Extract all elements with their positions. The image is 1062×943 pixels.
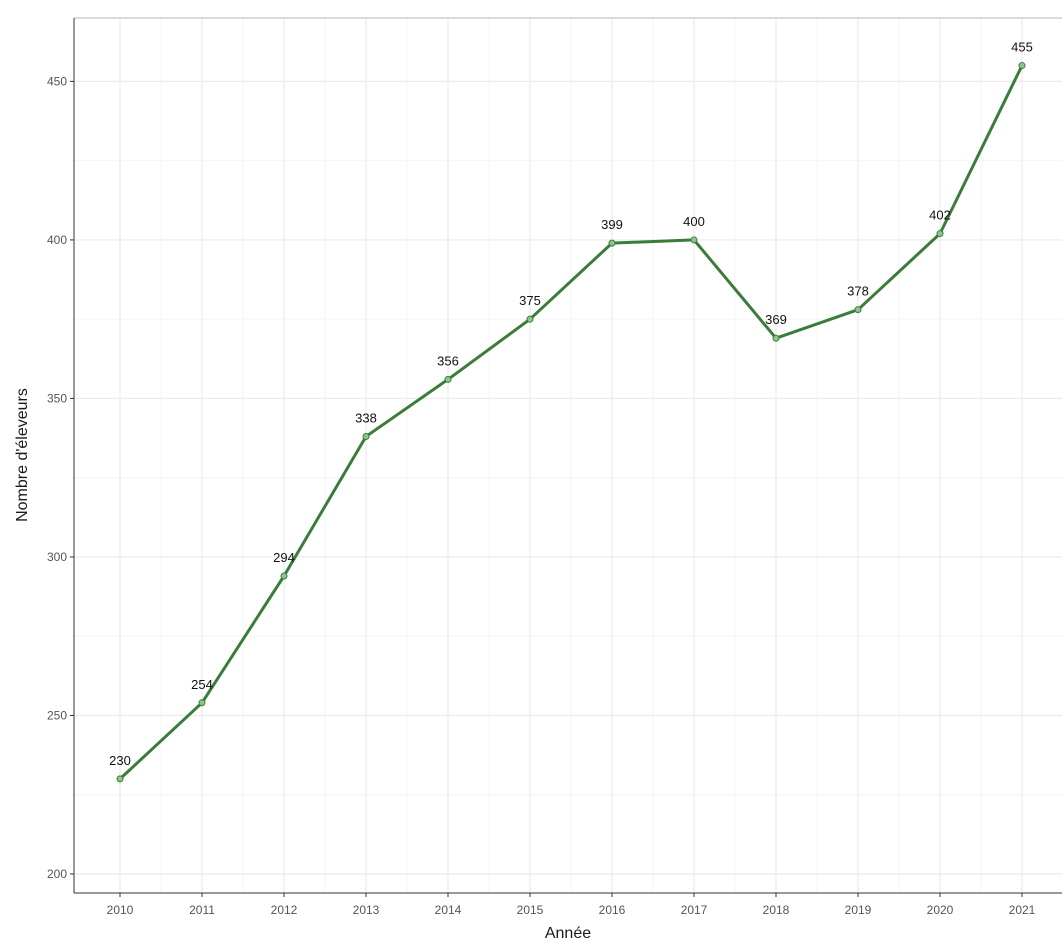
data-label: 455 xyxy=(1011,40,1033,55)
x-tick-label: 2020 xyxy=(927,903,954,917)
data-label: 369 xyxy=(765,312,787,327)
data-label: 230 xyxy=(109,753,131,768)
minor-grid xyxy=(74,18,1062,893)
data-point xyxy=(1018,62,1026,70)
y-tick-label: 300 xyxy=(47,550,67,564)
y-tick-label: 400 xyxy=(47,233,67,247)
x-tick-label: 2013 xyxy=(353,903,380,917)
data-point xyxy=(116,775,124,783)
x-tick-label: 2019 xyxy=(845,903,872,917)
data-label: 338 xyxy=(355,410,377,425)
x-tick-label: 2010 xyxy=(107,903,134,917)
data-point xyxy=(362,432,370,440)
data-points xyxy=(116,62,1026,783)
x-axis-ticks: 2010 2011 2012 2013 2014 2015 2016 2017 2018 2019… xyxy=(107,893,1036,917)
y-tick-label: 200 xyxy=(47,867,67,881)
data-point xyxy=(936,230,944,238)
data-label: 294 xyxy=(273,550,295,565)
data-label: 400 xyxy=(683,214,705,229)
data-label: 399 xyxy=(601,217,623,232)
data-point xyxy=(198,699,206,707)
x-tick-label: 2016 xyxy=(599,903,626,917)
major-grid xyxy=(74,18,1062,893)
x-tick-label: 2012 xyxy=(271,903,298,917)
y-axis-ticks: 200 250 300 350 400 450 xyxy=(47,74,74,881)
data-labels: 230 254 294 338 356 375 399 400 369 378 402 455 xyxy=(109,40,1033,768)
data-label: 378 xyxy=(847,284,869,299)
data-label: 254 xyxy=(191,677,213,692)
data-point xyxy=(444,375,452,383)
x-tick-label: 2015 xyxy=(517,903,544,917)
panel-background xyxy=(74,18,1062,893)
x-tick-label: 2011 xyxy=(189,903,215,917)
y-tick-label: 450 xyxy=(47,74,67,88)
x-axis-title: Année xyxy=(545,925,591,942)
y-axis-title: Nombre d'éleveurs xyxy=(14,388,31,522)
data-point xyxy=(526,315,534,323)
y-tick-label: 250 xyxy=(47,708,67,722)
data-point xyxy=(690,236,698,244)
x-tick-label: 2021 xyxy=(1009,903,1036,917)
y-tick-label: 350 xyxy=(47,391,67,405)
series-line xyxy=(118,64,1024,781)
x-tick-label: 2014 xyxy=(435,903,462,917)
data-point xyxy=(772,334,780,342)
x-tick-label: 2018 xyxy=(763,903,790,917)
data-label: 375 xyxy=(519,293,541,308)
data-point xyxy=(608,239,616,247)
data-point xyxy=(854,306,862,314)
data-label: 402 xyxy=(929,208,951,223)
data-point xyxy=(280,572,288,580)
x-tick-label: 2017 xyxy=(681,903,708,917)
data-label: 356 xyxy=(437,353,459,368)
